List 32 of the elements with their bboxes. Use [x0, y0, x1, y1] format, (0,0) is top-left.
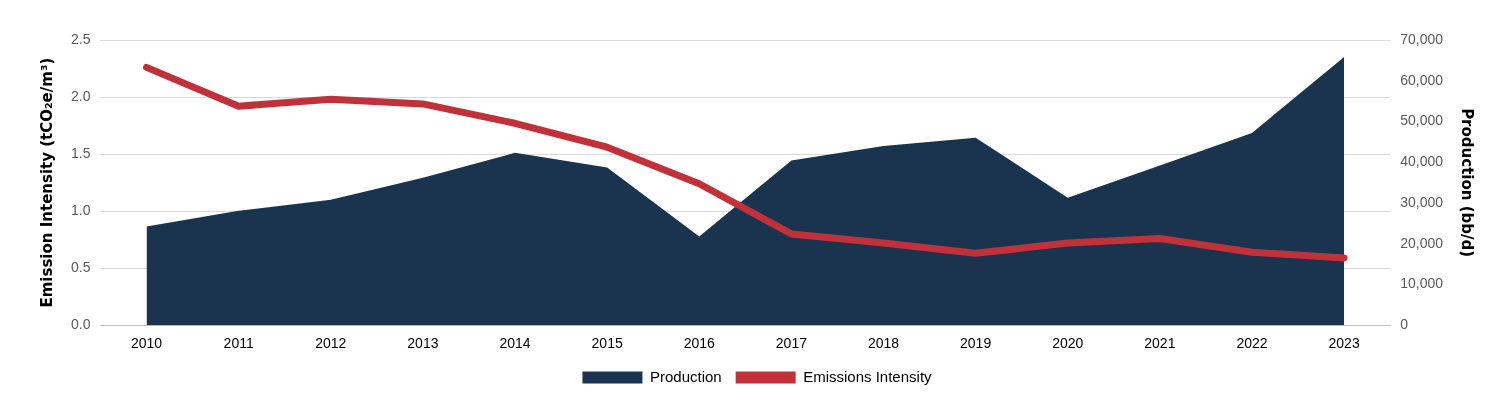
- x-tick-label: 2020: [1052, 335, 1084, 352]
- y-tick-label: 2.5: [70, 30, 91, 47]
- x-tick-label: 2015: [591, 335, 623, 352]
- x-tick-label: 2014: [499, 335, 531, 352]
- y-tick-label: 0.0: [70, 316, 91, 333]
- y2-tick-label: 50,000: [1400, 112, 1444, 129]
- x-tick-label: 2010: [130, 335, 163, 352]
- x-tick-label: 2013: [407, 335, 439, 352]
- y-axis-title: Emission Intensity (tCO₂e/m³): [37, 57, 56, 308]
- x-tick-label: 2016: [683, 335, 716, 352]
- x-tick-label: 2018: [867, 335, 900, 352]
- y2-tick-label: 30,000: [1400, 193, 1444, 210]
- x-tick-label: 2021: [1144, 335, 1176, 352]
- y2-tick-label: 0: [1400, 316, 1409, 333]
- legend-label: Production: [649, 367, 722, 385]
- y2-tick-label: 20,000: [1400, 234, 1444, 251]
- y2-axis-title: Production (bb/d): [1458, 108, 1477, 258]
- y2-tick-label: 10,000: [1400, 275, 1444, 292]
- y-tick-label: 2.0: [70, 87, 91, 104]
- y-tick-label: 1.5: [70, 144, 91, 161]
- x-tick-label: 2019: [960, 335, 992, 352]
- x-tick-label: 2012: [315, 335, 347, 352]
- x-tick-label: 2023: [1328, 335, 1360, 352]
- y-tick-label: 0.5: [70, 259, 91, 276]
- x-tick-label: 2011: [223, 335, 254, 352]
- y2-tick-label: 70,000: [1400, 30, 1444, 47]
- x-tick-label: 2022: [1236, 335, 1268, 352]
- y2-tick-label: 60,000: [1400, 71, 1444, 88]
- x-tick-label: 2017: [775, 335, 808, 352]
- legend-label: Emissions Intensity: [803, 367, 933, 385]
- y-tick-label: 1.0: [70, 201, 91, 218]
- y2-tick-label: 40,000: [1400, 153, 1444, 170]
